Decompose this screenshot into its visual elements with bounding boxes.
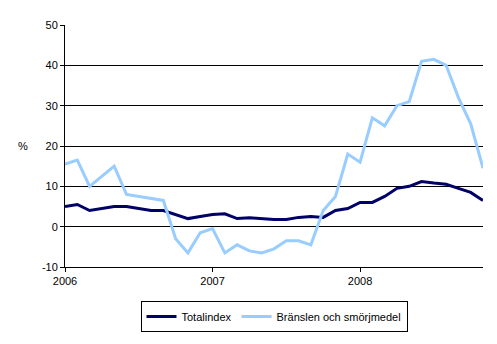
svg-text:Bränslen och smörjmedel: Bränslen och smörjmedel (277, 311, 401, 323)
svg-text:20: 20 (46, 140, 58, 152)
svg-text:%: % (18, 140, 28, 152)
svg-text:50: 50 (46, 19, 58, 31)
svg-text:10: 10 (46, 180, 58, 192)
svg-text:2006: 2006 (53, 275, 77, 287)
svg-text:40: 40 (46, 59, 58, 71)
svg-text:2007: 2007 (200, 275, 224, 287)
svg-text:-10: -10 (42, 261, 58, 273)
svg-text:0: 0 (52, 221, 58, 233)
svg-text:Totalindex: Totalindex (182, 311, 232, 323)
svg-text:30: 30 (46, 100, 58, 112)
svg-text:2008: 2008 (348, 275, 372, 287)
